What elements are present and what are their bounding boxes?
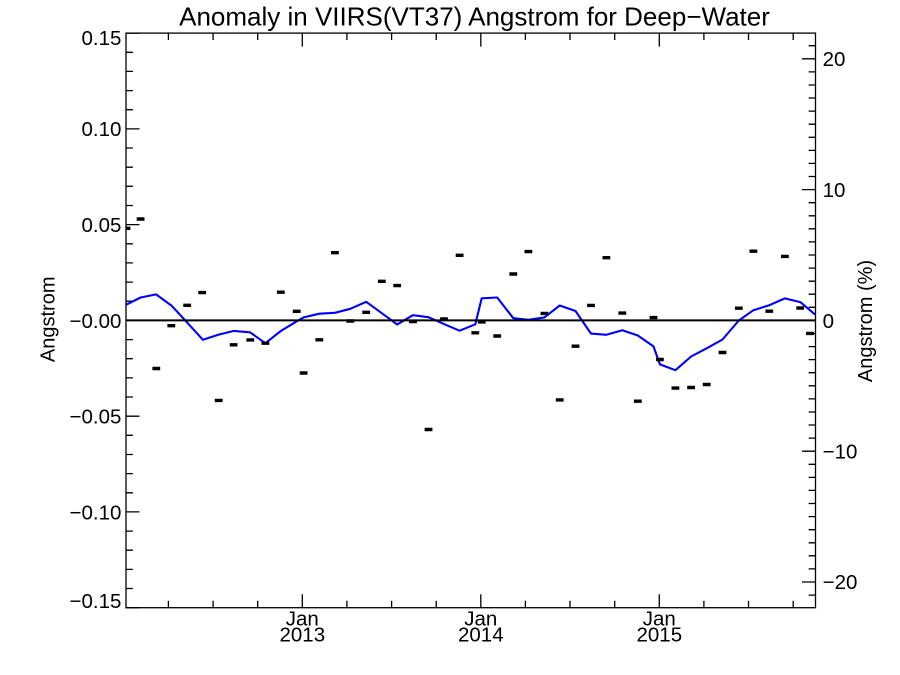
svg-text:Jan: Jan (464, 607, 497, 630)
svg-text:0.15: 0.15 (81, 27, 121, 50)
svg-text:−0.00: −0.00 (70, 310, 122, 333)
svg-text:−0.10: −0.10 (70, 501, 122, 524)
svg-text:2013: 2013 (279, 623, 325, 646)
svg-text:Jan: Jan (286, 607, 319, 630)
svg-text:Jan: Jan (643, 607, 676, 630)
svg-text:Angstrom: Angstrom (38, 277, 60, 363)
svg-text:10: 10 (823, 179, 846, 202)
svg-text:−10: −10 (823, 441, 858, 464)
svg-text:−0.15: −0.15 (70, 590, 122, 613)
svg-text:0.05: 0.05 (81, 214, 121, 237)
svg-text:Anomaly in VIIRS(VT37) Angstro: Anomaly in VIIRS(VT37) Angstrom for Deep… (179, 1, 770, 31)
svg-text:0.10: 0.10 (81, 118, 121, 141)
svg-text:2014: 2014 (458, 623, 504, 646)
svg-text:2015: 2015 (636, 623, 682, 646)
svg-text:0: 0 (823, 310, 834, 333)
svg-text:20: 20 (823, 48, 846, 71)
svg-text:−0.05: −0.05 (70, 406, 122, 429)
svg-text:Angstrom (%): Angstrom (%) (855, 260, 877, 382)
svg-text:−20: −20 (823, 571, 858, 594)
